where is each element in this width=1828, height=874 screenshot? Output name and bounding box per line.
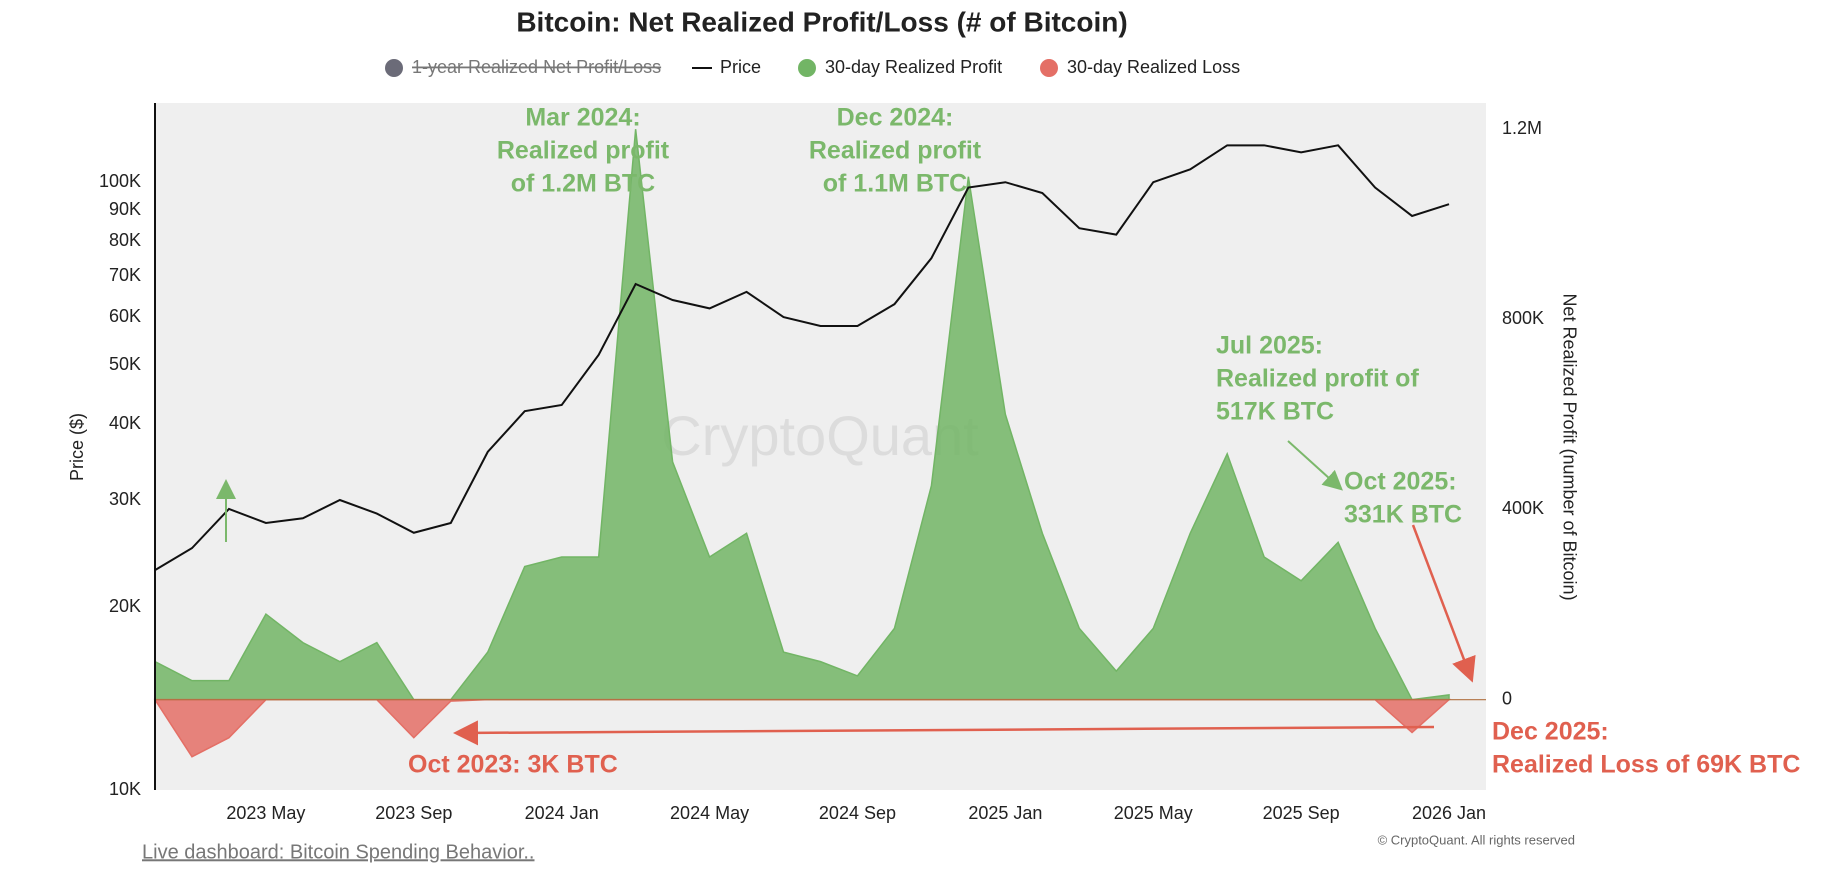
chart-title: Bitcoin: Net Realized Profit/Loss (# of … xyxy=(516,6,1127,37)
arrow xyxy=(1287,440,1343,491)
annotation: of 1.2M BTC xyxy=(511,170,655,198)
x-tick-label: 2023 Sep xyxy=(375,803,452,823)
annotation: Oct 2025: xyxy=(1344,468,1457,496)
x-tick-label: 2026 Jan xyxy=(1412,803,1486,823)
annotation: 517K BTC xyxy=(1216,398,1334,426)
legend-label[interactable]: 1-year Realized Net Profit/Loss xyxy=(412,57,661,77)
price-line xyxy=(154,144,1450,572)
annotation: Jul 2025: xyxy=(1216,332,1323,360)
x-tick-label: 2025 Jan xyxy=(968,803,1042,823)
y2-tick-label: 0 xyxy=(1502,688,1512,708)
marks xyxy=(153,129,1486,758)
annotation: Realized profit xyxy=(809,137,982,165)
annotation: Dec 2024: xyxy=(837,104,954,132)
annotation: Realized profit xyxy=(497,137,670,165)
y-tick-label: 60K xyxy=(109,306,141,326)
y2-tick-label: 400K xyxy=(1502,498,1544,518)
x-tick-label: 2023 May xyxy=(226,803,305,823)
annotation: 331K BTC xyxy=(1344,501,1462,529)
legend-marker xyxy=(798,59,816,77)
y2-tick-label: 1.2M xyxy=(1502,118,1542,138)
copyright: © CryptoQuant. All rights reserved xyxy=(1378,832,1575,847)
arrow xyxy=(453,720,1435,746)
annotation: Oct 2023: 3K BTC xyxy=(408,751,618,779)
x-tick-label: 2024 Sep xyxy=(819,803,896,823)
x-tick-label: 2024 Jan xyxy=(525,803,599,823)
y-tick-label: 50K xyxy=(109,354,141,374)
y-axis-title: Price ($) xyxy=(67,413,87,481)
y-tick-label: 90K xyxy=(109,199,141,219)
annotation: of 1.1M BTC xyxy=(823,170,967,198)
x-tick-label: 2025 May xyxy=(1114,803,1193,823)
y-tick-label: 80K xyxy=(109,230,141,250)
annotation: Realized profit of xyxy=(1216,365,1419,393)
legend-label[interactable]: 30-day Realized Loss xyxy=(1067,57,1240,77)
y2-tick-label: 800K xyxy=(1502,308,1544,328)
legend-label[interactable]: 30-day Realized Profit xyxy=(825,57,1002,77)
arrow xyxy=(1411,524,1476,683)
annotation: Mar 2024: xyxy=(525,104,640,132)
area xyxy=(154,129,1450,701)
y-tick-label: 70K xyxy=(109,265,141,285)
annotation: Dec 2025: xyxy=(1492,718,1609,746)
annotation: Realized Loss of 69K BTC xyxy=(1492,751,1800,779)
x-tick-label: 2025 Sep xyxy=(1263,803,1340,823)
y-tick-label: 30K xyxy=(109,489,141,509)
y2-axis-title: Net Realized Profit (number of Bitcoin) xyxy=(1559,293,1579,600)
y-tick-label: 10K xyxy=(109,779,141,799)
x-tick-label: 2024 May xyxy=(670,803,749,823)
legend-marker xyxy=(1040,59,1058,77)
legend-label[interactable]: Price xyxy=(720,57,761,77)
y-tick-label: 20K xyxy=(109,596,141,616)
footer-link[interactable]: Live dashboard: Bitcoin Spending Behavio… xyxy=(142,841,535,863)
watermark: CryptoQuant xyxy=(661,404,979,467)
y-tick-label: 100K xyxy=(99,171,141,191)
legend-marker xyxy=(385,59,403,77)
y-tick-label: 40K xyxy=(109,413,141,433)
